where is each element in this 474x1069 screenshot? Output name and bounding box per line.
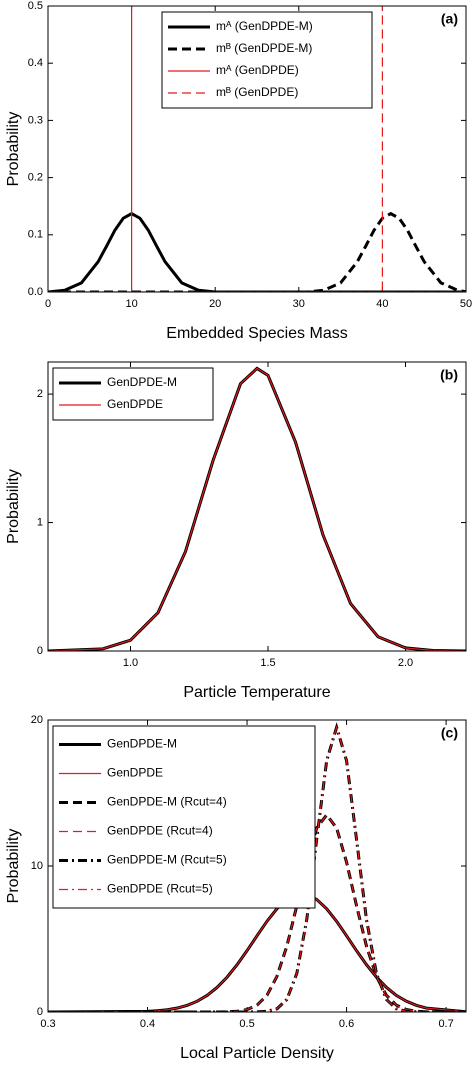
legend-box bbox=[52, 725, 316, 909]
y-tick-label: 0.3 bbox=[28, 114, 43, 126]
x-tick-label: 0 bbox=[45, 298, 51, 310]
y-axis-title: Probability bbox=[5, 112, 22, 187]
legend-label: mᴬ (GenDPDE) bbox=[216, 63, 299, 77]
y-axis-title: Probability bbox=[5, 469, 22, 544]
y-tick-label: 1 bbox=[37, 516, 43, 528]
series-line bbox=[48, 893, 466, 1012]
series-line bbox=[48, 725, 466, 1012]
y-tick-label: 0.0 bbox=[28, 286, 43, 298]
x-tick-label: 0.5 bbox=[239, 1018, 254, 1030]
y-tick-label: 0.4 bbox=[28, 57, 43, 69]
panel-label: (a) bbox=[441, 11, 458, 27]
series-line bbox=[48, 367, 466, 651]
x-tick-label: 50 bbox=[460, 298, 472, 310]
legend-label: mᴬ (GenDPDE-M) bbox=[216, 19, 313, 33]
legend-label: GenDPDE bbox=[107, 766, 163, 780]
y-tick-label: 0.2 bbox=[28, 172, 43, 184]
x-tick-label: 20 bbox=[209, 298, 221, 310]
x-axis-title: Particle Temperature bbox=[183, 684, 330, 701]
series-group bbox=[48, 366, 466, 651]
legend-label: mᴮ (GenDPDE) bbox=[216, 85, 298, 99]
series-group bbox=[48, 6, 466, 292]
plot-frame bbox=[47, 719, 467, 1013]
x-tick-label: 1.0 bbox=[123, 657, 138, 669]
panel: 0.3 0.4 0.5 0.6 0.7 0 10 20 (c) Local Particle De… bbox=[5, 714, 467, 1062]
x-tick-label: 0.6 bbox=[339, 1018, 354, 1030]
legend-label: GenDPDE bbox=[107, 397, 163, 411]
plot-frame bbox=[47, 5, 467, 293]
legend-box bbox=[52, 367, 214, 421]
y-tick-label: 0.5 bbox=[28, 0, 43, 12]
legend-label: GenDPDE-M bbox=[107, 737, 177, 751]
legend-label: GenDPDE-M (Rcut=4) bbox=[107, 795, 227, 809]
x-tick-label: 0.7 bbox=[438, 1018, 453, 1030]
x-tick-label: 10 bbox=[125, 298, 137, 310]
y-tick-label: 0 bbox=[37, 645, 43, 657]
y-tick-label: 2 bbox=[37, 388, 43, 400]
legend-label: GenDPDE (Rcut=5) bbox=[107, 882, 213, 896]
x-axis-title: Local Particle Density bbox=[180, 1045, 334, 1062]
y-tick-label: 0.1 bbox=[28, 229, 43, 241]
panel: 0 10 20 30 40 50 0.0 0.1 0.2 0.3 0.4 0.5 (a) Embedded… bbox=[5, 0, 472, 342]
x-tick-label: 0.4 bbox=[140, 1018, 155, 1030]
legend-label: GenDPDE-M bbox=[107, 375, 177, 389]
y-axis-title: Probability bbox=[5, 829, 22, 904]
legend-label: GenDPDE (Rcut=4) bbox=[107, 824, 213, 838]
series-line bbox=[48, 813, 466, 1012]
y-tick-label: 20 bbox=[31, 714, 43, 726]
y-tick-label: 0 bbox=[37, 1006, 43, 1018]
y-tick-label: 10 bbox=[31, 860, 43, 872]
x-axis-title: Embedded Species Mass bbox=[166, 325, 347, 342]
panel-label: (b) bbox=[440, 367, 458, 383]
panel-label: (c) bbox=[441, 725, 458, 741]
plot-frame bbox=[47, 361, 467, 652]
panel: 1.0 1.5 2.0 0 1 2 (b) Particle Temperature Proba… bbox=[5, 361, 467, 701]
x-tick-label: 40 bbox=[376, 298, 388, 310]
series-line bbox=[48, 211, 466, 292]
x-tick-label: 2.0 bbox=[398, 657, 413, 669]
x-tick-label: 0.3 bbox=[40, 1018, 55, 1030]
legend-label: GenDPDE-M (Rcut=5) bbox=[107, 853, 227, 867]
x-tick-label: 1.5 bbox=[260, 657, 275, 669]
legend-label: mᴮ (GenDPDE-M) bbox=[216, 41, 312, 55]
x-tick-label: 30 bbox=[293, 298, 305, 310]
series-line bbox=[48, 892, 466, 1012]
series-line bbox=[48, 211, 466, 292]
